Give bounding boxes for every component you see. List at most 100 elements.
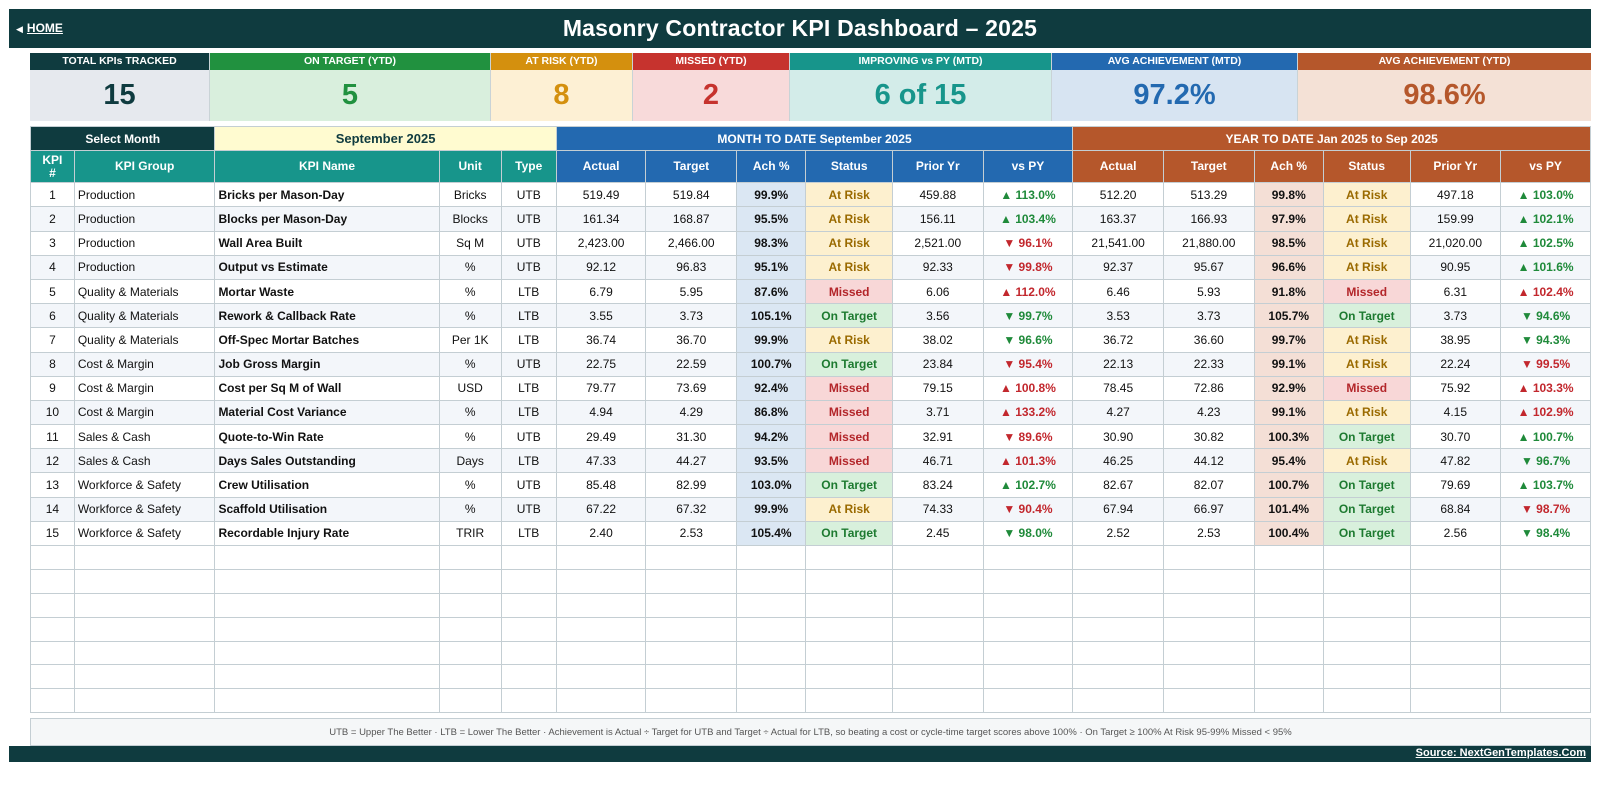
empty-row: [30, 545, 1591, 570]
ytd-ach-pct: 96.6%: [1253, 254, 1324, 280]
mtd-actual: 85.48: [555, 472, 647, 498]
kpi-number: 8: [30, 351, 75, 377]
home-link[interactable]: ◀ HOME: [16, 21, 63, 35]
mtd-status-badge: Missed: [805, 399, 893, 426]
kpi-type: UTB: [500, 206, 557, 232]
empty-row: [30, 664, 1591, 690]
ytd-prior-year: 4.15: [1409, 399, 1502, 426]
empty-cell: [1500, 640, 1591, 666]
mtd-status-badge: Missed: [805, 375, 893, 401]
kpi-number: 3: [30, 230, 75, 256]
kpi-group: Cost & Margin: [73, 351, 216, 377]
mtd-ach-pct: 103.0%: [736, 472, 807, 498]
kpi-card-label: AVG ACHIEVEMENT (MTD): [1052, 53, 1297, 70]
ytd-ach-pct: 100.7%: [1253, 472, 1324, 498]
empty-cell: [1500, 592, 1591, 618]
empty-cell: [1409, 640, 1502, 666]
empty-cell: [805, 568, 893, 594]
ytd-section-header: YEAR TO DATE Jan 2025 to Sep 2025: [1072, 125, 1591, 152]
kpi-type: UTB: [500, 230, 557, 256]
ytd-col-prior: Prior Yr: [1409, 150, 1502, 184]
mtd-status-badge: On Target: [805, 303, 893, 329]
mtd-ach-pct: 99.9%: [736, 496, 807, 522]
ytd-prior-year: 3.73: [1409, 303, 1502, 329]
empty-cell: [555, 568, 647, 594]
empty-cell: [555, 640, 647, 666]
mtd-actual: 161.34: [555, 206, 647, 232]
mtd-status-badge: At Risk: [805, 327, 893, 353]
empty-cell: [73, 664, 216, 690]
empty-cell: [645, 640, 738, 666]
kpi-card-value: 6 of 15: [790, 70, 1051, 121]
source-link[interactable]: Source: NextGenTemplates.Com: [1415, 747, 1586, 759]
mtd-prior-year: 79.15: [891, 375, 984, 401]
kpi-number: 12: [30, 448, 75, 474]
kpi-number: 13: [30, 472, 75, 498]
empty-cell: [982, 592, 1074, 618]
kpi-type: LTB: [500, 278, 557, 305]
kpi-card-value: 5: [210, 70, 490, 121]
mtd-status-badge: Missed: [805, 448, 893, 474]
ytd-vs-py: ▼ 94.6%: [1500, 303, 1591, 329]
empty-cell: [805, 592, 893, 618]
kpi-unit: %: [438, 254, 502, 280]
ytd-col-status: Status: [1322, 150, 1411, 184]
kpi-unit: %: [438, 303, 502, 329]
month-selector[interactable]: September 2025: [214, 125, 557, 152]
ytd-actual: 67.94: [1072, 496, 1164, 522]
kpi-group: Production: [73, 254, 216, 280]
kpi-number: 7: [30, 327, 75, 353]
empty-cell: [555, 664, 647, 690]
ytd-target: 21,880.00: [1162, 230, 1255, 256]
kpi-name: Blocks per Mason-Day: [214, 206, 440, 232]
mtd-target: 3.73: [645, 303, 738, 329]
mtd-vs-py: ▼ 99.8%: [982, 254, 1074, 280]
ytd-target: 22.33: [1162, 351, 1255, 377]
ytd-vs-py: ▼ 94.3%: [1500, 327, 1591, 353]
mtd-prior-year: 2.45: [891, 520, 984, 547]
ytd-prior-year: 30.70: [1409, 424, 1502, 450]
mtd-prior-year: 23.84: [891, 351, 984, 377]
ytd-ach-pct: 99.8%: [1253, 182, 1324, 208]
mtd-target: 36.70: [645, 327, 738, 353]
empty-cell: [73, 688, 216, 714]
left-triangle-icon: ◀: [16, 24, 23, 34]
empty-cell: [1500, 664, 1591, 690]
empty-cell: [736, 592, 807, 618]
ytd-ach-pct: 101.4%: [1253, 496, 1324, 522]
empty-cell: [555, 545, 647, 570]
empty-cell: [645, 545, 738, 570]
kpi-card-avg-mtd: AVG ACHIEVEMENT (MTD) 97.2%: [1052, 53, 1298, 121]
ytd-actual: 82.67: [1072, 472, 1164, 498]
mtd-prior-year: 6.06: [891, 278, 984, 305]
empty-cell: [438, 592, 502, 618]
table-row: 12 Sales & Cash Days Sales Outstanding Days…: [30, 448, 1591, 474]
kpi-number: 11: [30, 424, 75, 450]
kpi-card-missed: MISSED (YTD) 2: [633, 53, 790, 121]
mtd-ach-pct: 105.4%: [736, 520, 807, 547]
ytd-prior-year: 47.82: [1409, 448, 1502, 474]
empty-cell: [891, 640, 984, 666]
kpi-name: Cost per Sq M of Wall: [214, 375, 440, 401]
empty-cell: [1162, 568, 1255, 594]
kpi-group: Workforce & Safety: [73, 496, 216, 522]
empty-cell: [891, 688, 984, 714]
kpi-table-wrapper: Select Month September 2025 MONTH TO DAT…: [29, 125, 1591, 714]
kpi-table: Select Month September 2025 MONTH TO DAT…: [29, 125, 1591, 714]
ytd-ach-pct: 95.4%: [1253, 448, 1324, 474]
table-row: 6 Quality & Materials Rework & Callback Ra…: [30, 303, 1591, 329]
page-title: Masonry Contractor KPI Dashboard – 2025: [562, 15, 1038, 41]
ytd-status-badge: At Risk: [1322, 448, 1411, 474]
empty-cell: [982, 688, 1074, 714]
mtd-actual: 67.22: [555, 496, 647, 522]
ytd-status-badge: At Risk: [1322, 254, 1411, 280]
mtd-target: 82.99: [645, 472, 738, 498]
empty-cell: [438, 640, 502, 666]
kpi-unit: TRIR: [438, 520, 502, 547]
mtd-vs-py: ▼ 90.4%: [982, 496, 1074, 522]
empty-cell: [1322, 616, 1411, 642]
empty-cell: [645, 688, 738, 714]
mtd-target: 96.83: [645, 254, 738, 280]
mtd-target: 4.29: [645, 399, 738, 426]
mtd-actual: 2.40: [555, 520, 647, 547]
